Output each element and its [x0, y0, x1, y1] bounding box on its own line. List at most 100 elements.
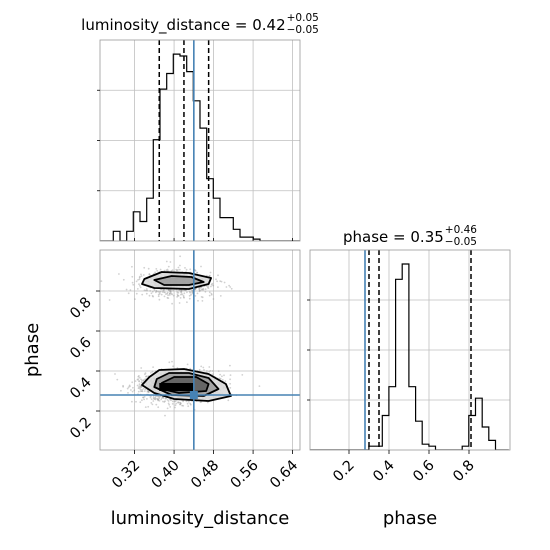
scatter-point	[139, 387, 142, 389]
scatter-point	[164, 397, 167, 400]
scatter-point	[181, 289, 184, 292]
scatter-point	[229, 364, 231, 367]
scatter-point	[148, 273, 151, 275]
scatter-point	[208, 291, 211, 294]
scatter-point	[201, 300, 204, 302]
x-tick-label-phase: 0.8	[450, 458, 478, 486]
scatter-point	[169, 290, 172, 293]
scatter-point	[157, 293, 160, 296]
scatter-point	[147, 391, 150, 394]
scatter-point	[186, 402, 189, 405]
scatter-point	[187, 405, 190, 408]
y-tick-label-phase: 0.4	[67, 375, 95, 403]
scatter-point	[138, 276, 141, 279]
scatter-point	[127, 386, 130, 389]
scatter-point	[167, 265, 170, 268]
scatter-point	[182, 404, 185, 407]
scatter-point	[174, 400, 176, 403]
scatter-point	[219, 377, 222, 380]
scatter-point	[215, 278, 217, 281]
scatter-point	[186, 291, 188, 294]
scatter-point	[176, 291, 179, 294]
scatter-point	[204, 290, 207, 293]
scatter-point	[194, 269, 197, 272]
scatter-point	[141, 293, 144, 296]
scatter-point	[138, 380, 141, 383]
scatter-point	[208, 366, 211, 368]
scatter-point	[194, 270, 197, 272]
scatter-point	[189, 367, 192, 370]
panel-border-left	[99, 249, 301, 451]
scatter-point	[166, 291, 169, 294]
scatter-point	[140, 378, 142, 381]
scatter-point	[132, 283, 135, 286]
scatter-point	[167, 400, 170, 402]
scatter-point	[144, 406, 147, 408]
scatter-point	[142, 387, 145, 390]
scatter-point	[181, 293, 184, 296]
scatter-point	[134, 380, 137, 382]
scatter-point	[179, 403, 182, 406]
scatter-point	[152, 295, 155, 298]
scatter-point	[229, 378, 232, 381]
scatter-point	[157, 398, 160, 400]
scatter-point	[191, 292, 194, 295]
scatter-point	[126, 387, 129, 390]
scatter-point	[219, 295, 222, 297]
scatter-point	[165, 260, 168, 263]
scatter-point	[125, 288, 128, 291]
scatter-point	[138, 376, 141, 379]
scatter-point	[163, 289, 166, 291]
scatter-point	[162, 289, 165, 292]
scatter-point	[162, 400, 164, 403]
scatter-point	[199, 287, 201, 289]
scatter-point	[140, 386, 143, 388]
scatter-point	[154, 398, 157, 401]
scatter-point	[141, 399, 143, 402]
scatter-point	[179, 403, 182, 406]
scatter-point	[139, 401, 142, 404]
scatter-point	[167, 297, 170, 299]
scatter-point	[228, 284, 231, 287]
scatter-point	[198, 289, 201, 292]
scatter-point	[211, 282, 214, 285]
scatter-point	[165, 397, 168, 400]
scatter-point	[140, 381, 143, 384]
scatter-point	[122, 385, 124, 388]
scatter-point	[182, 294, 185, 297]
scatter-point	[138, 385, 141, 388]
scatter-point	[151, 403, 154, 406]
scatter-point	[185, 400, 188, 403]
scatter-point	[185, 268, 188, 271]
scatter-point	[143, 289, 146, 292]
scatter-point	[183, 296, 185, 299]
scatter-point	[139, 384, 142, 387]
scatter-point	[118, 273, 120, 275]
scatter-point	[153, 398, 156, 400]
scatter-point	[184, 289, 187, 292]
scatter-point	[141, 388, 144, 391]
scatter-point	[194, 288, 197, 291]
scatter-point	[150, 292, 153, 295]
scatter-point	[146, 398, 148, 400]
scatter-point	[188, 400, 190, 403]
scatter-point	[136, 288, 139, 290]
scatter-point	[138, 380, 140, 382]
scatter-point	[182, 296, 185, 298]
scatter-point	[169, 406, 172, 408]
scatter-point	[157, 398, 159, 401]
scatter-point	[180, 293, 182, 296]
scatter-point	[159, 395, 162, 398]
scatter-point	[131, 281, 134, 284]
y-axis-label-phase: phase	[22, 323, 43, 377]
scatter-point	[194, 295, 197, 297]
scatter-point	[201, 288, 204, 291]
x-tick-label-phase: 0.6	[410, 458, 438, 486]
scatter-point	[147, 390, 150, 393]
scatter-point	[180, 290, 183, 293]
scatter-point	[180, 291, 183, 294]
scatter-point	[157, 406, 160, 409]
scatter-point	[148, 273, 151, 276]
scatter-point	[212, 298, 215, 300]
